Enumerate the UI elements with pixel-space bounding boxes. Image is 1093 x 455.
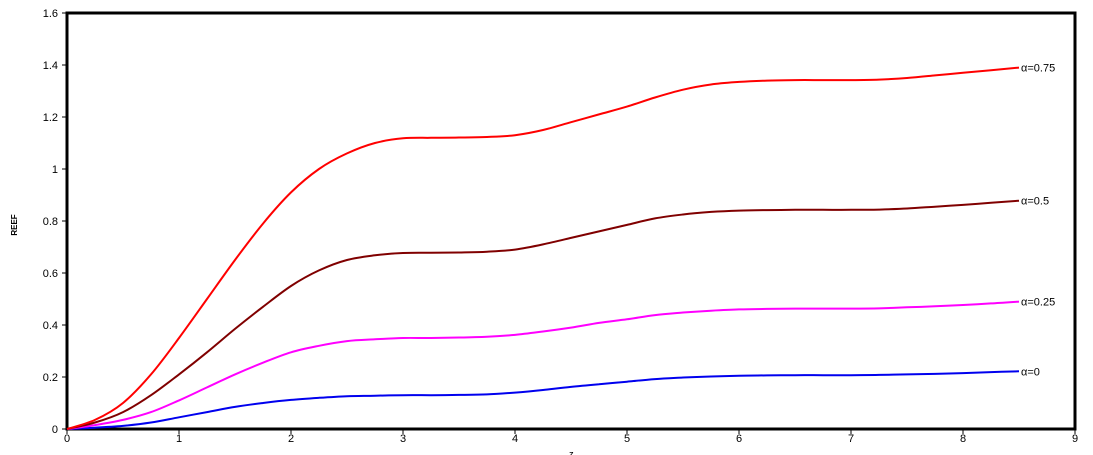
x-tick-label: 9 [1072,433,1078,445]
y-axis-ticks: 0 0.2 0.4 0.6 0.8 1 1.2 1.4 1.6 [43,8,67,436]
x-tick-label: 6 [736,433,742,445]
y-tick-label: 1 [52,164,58,176]
y-tick-label: 1.4 [43,60,58,72]
series-label: α=0.75 [1021,63,1055,75]
plot-area-frame [65,11,1077,431]
y-axis-label: REEF [10,214,19,235]
series-label: α=0.25 [1021,297,1055,309]
x-tick-label: 2 [288,433,294,445]
x-tick-label: 0 [64,433,70,445]
series-label: α=0 [1021,366,1040,378]
x-tick-label: 5 [624,433,630,445]
x-axis-label: ζ [569,451,574,455]
y-tick-label: 0.4 [43,320,58,332]
y-tick-label: 1.6 [43,8,58,20]
x-tick-label: 4 [512,433,518,445]
x-axis-ticks: 0 1 2 3 4 5 6 7 8 9 [64,429,1078,445]
series-labels: α=0 α=0.25 α=0.5 α=0.75 [1021,63,1055,379]
y-tick-label: 0 [52,424,58,436]
x-tick-label: 8 [960,433,966,445]
series-line [66,66,1020,430]
series-line [66,300,1020,430]
x-tick-label: 7 [848,433,854,445]
y-tick-label: 1.2 [43,112,58,124]
y-tick-label: 0.2 [43,372,58,384]
series-label: α=0.5 [1021,196,1049,208]
series-lines [66,66,1020,430]
x-tick-label: 1 [176,433,182,445]
series-line [66,370,1020,430]
y-tick-label: 0.8 [43,216,58,228]
series-line [66,199,1020,430]
x-tick-label: 3 [400,433,406,445]
y-tick-label: 0.6 [43,268,58,280]
